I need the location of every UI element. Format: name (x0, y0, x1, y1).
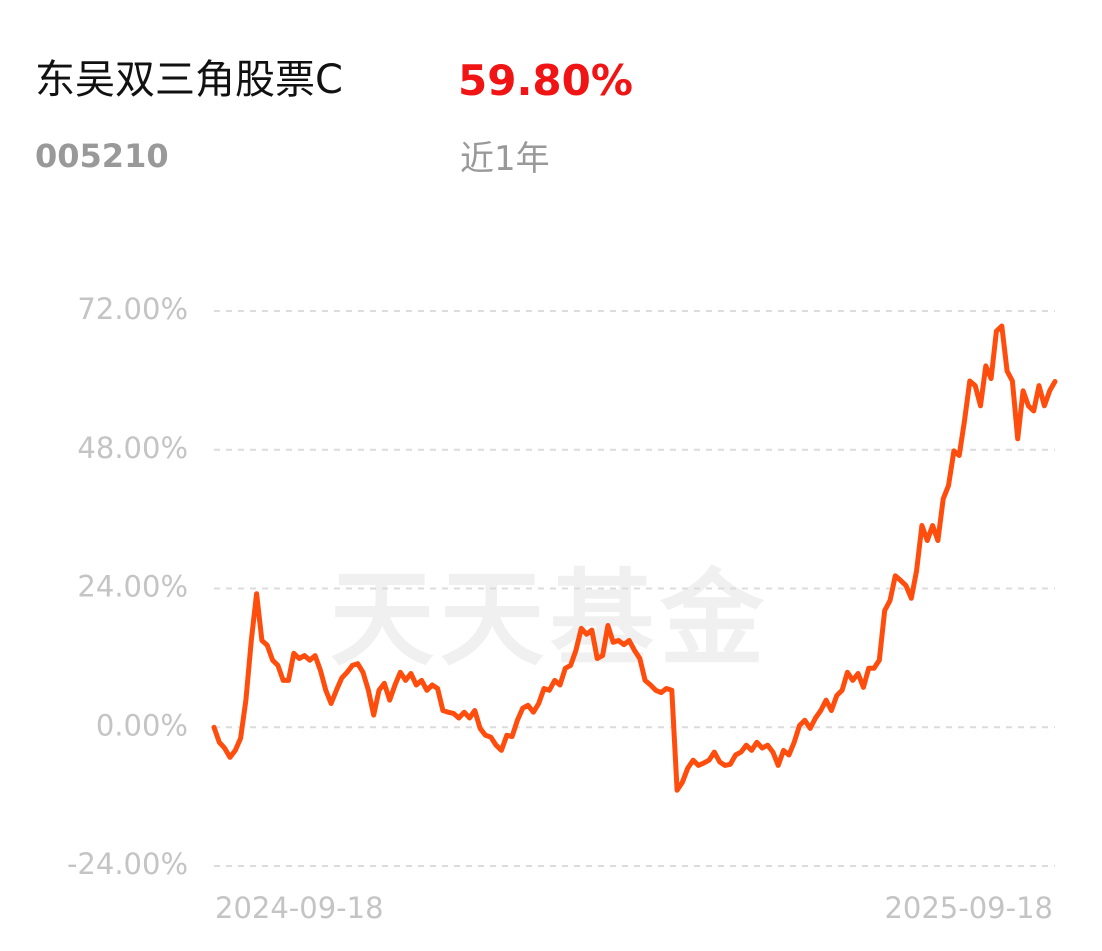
y-tick-label: 72.00% (77, 292, 188, 326)
y-tick-label: 0.00% (96, 708, 188, 742)
x-tick-label: 2025-09-18 (884, 891, 1053, 925)
series-line (211, 323, 1058, 793)
x-tick-label: 2024-09-18 (215, 891, 384, 925)
watermark: 天天基金 (330, 558, 770, 680)
y-tick-label: 48.00% (77, 431, 188, 465)
y-tick-label: 24.00% (77, 570, 188, 604)
fund-code: 005210 (35, 137, 169, 175)
return-value: 59.80% (458, 56, 633, 105)
fund-name: 东吴双三角股票C (35, 57, 343, 103)
period-label: 近1年 (460, 139, 550, 179)
y-tick-label: -24.00% (67, 847, 188, 881)
